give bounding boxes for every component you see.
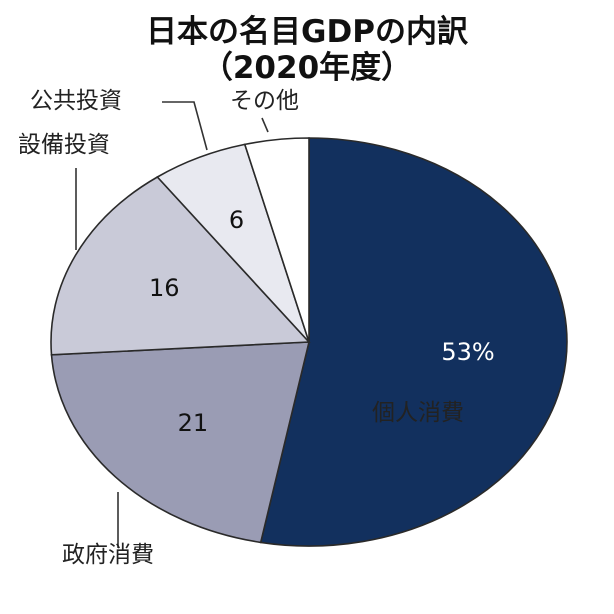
category-label-public-investment: 公共投資	[30, 88, 122, 114]
leader-line-other	[261, 117, 269, 133]
leader-line-public-investment	[162, 101, 208, 151]
pie-slice-equipment-investment	[50, 175, 311, 356]
value-label-equipment-investment: 16	[149, 274, 180, 302]
pie-slice-personal-consumption	[259, 137, 568, 547]
category-label-equipment-investment: 設備投資	[18, 132, 110, 158]
value-label-public-investment: 6	[229, 206, 244, 234]
pie-slice-government-consumption	[50, 341, 311, 544]
value-label-government-consumption: 21	[178, 409, 209, 437]
category-label-personal-consumption: 個人消費	[372, 400, 464, 426]
chart-title: 日本の名目GDPの内訳	[146, 14, 468, 50]
chart-subtitle: （2020年度）	[201, 50, 413, 86]
pie-slice-other	[243, 137, 310, 343]
category-label-government-consumption: 政府消費	[62, 542, 154, 568]
value-label-personal-consumption: 53%	[441, 338, 494, 366]
category-label-other: その他	[230, 88, 299, 114]
